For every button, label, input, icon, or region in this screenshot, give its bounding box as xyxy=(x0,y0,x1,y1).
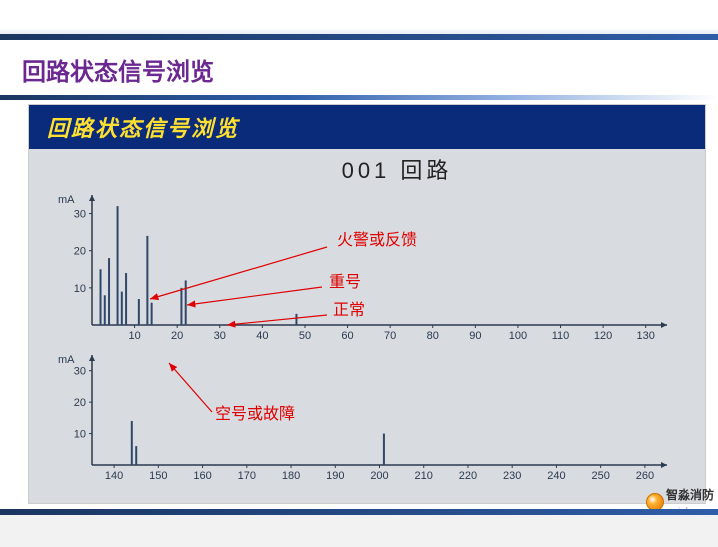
svg-text:240: 240 xyxy=(547,470,565,482)
chart-area: 102030mA102030405060708090100110120130 1… xyxy=(37,187,697,487)
svg-text:80: 80 xyxy=(427,330,439,342)
svg-text:10: 10 xyxy=(74,429,86,441)
chart-bottom: 10 20 30mA 140 150 160 170 180 190 200 210 220 230 24… xyxy=(37,347,677,487)
lcd-title: 回路状态信号浏览 xyxy=(29,105,705,149)
lcd-body: 001 回路 102030mA1020304050607080901001101… xyxy=(29,149,705,504)
svg-text:60: 60 xyxy=(341,330,353,342)
svg-text:230: 230 xyxy=(503,470,521,482)
svg-text:170: 170 xyxy=(238,470,256,482)
svg-text:50: 50 xyxy=(299,330,311,342)
svg-text:120: 120 xyxy=(594,330,612,342)
svg-text:30: 30 xyxy=(214,330,226,342)
svg-text:30: 30 xyxy=(74,366,86,378)
svg-text:180: 180 xyxy=(282,470,300,482)
flame-icon xyxy=(646,493,664,511)
slide-bottom-border xyxy=(0,509,718,547)
lcd-screenshot: 回路状态信号浏览 001 回路 102030mA1020304050607080… xyxy=(28,104,706,504)
svg-text:10: 10 xyxy=(74,283,86,295)
svg-text:130: 130 xyxy=(637,330,655,342)
svg-text:20: 20 xyxy=(74,246,86,258)
svg-text:250: 250 xyxy=(591,470,609,482)
svg-text:100: 100 xyxy=(509,330,527,342)
svg-text:150: 150 xyxy=(149,470,167,482)
watermark-brand: 智淼消防 xyxy=(666,488,714,502)
svg-text:260: 260 xyxy=(636,470,654,482)
svg-text:mA: mA xyxy=(58,194,75,206)
title-underline xyxy=(0,95,718,100)
slide-top-border xyxy=(0,0,718,40)
svg-text:190: 190 xyxy=(326,470,344,482)
loop-label: 001 回路 xyxy=(97,153,697,185)
svg-text:40: 40 xyxy=(256,330,268,342)
svg-text:mA: mA xyxy=(58,354,75,366)
svg-text:140: 140 xyxy=(105,470,123,482)
chart-top: 10 20 30 mA 10 20 30 40 50 60 70 80 90 100 110 120 130 xyxy=(37,187,677,347)
page-title: 回路状态信号浏览 xyxy=(0,40,718,95)
svg-text:160: 160 xyxy=(193,470,211,482)
svg-text:20: 20 xyxy=(74,397,86,409)
svg-text:20: 20 xyxy=(171,330,183,342)
svg-text:210: 210 xyxy=(415,470,433,482)
svg-text:30: 30 xyxy=(74,209,86,221)
svg-text:200: 200 xyxy=(370,470,388,482)
svg-text:220: 220 xyxy=(459,470,477,482)
svg-text:10: 10 xyxy=(128,330,140,342)
svg-text:90: 90 xyxy=(469,330,481,342)
svg-text:70: 70 xyxy=(384,330,396,342)
svg-text:110: 110 xyxy=(552,330,570,342)
